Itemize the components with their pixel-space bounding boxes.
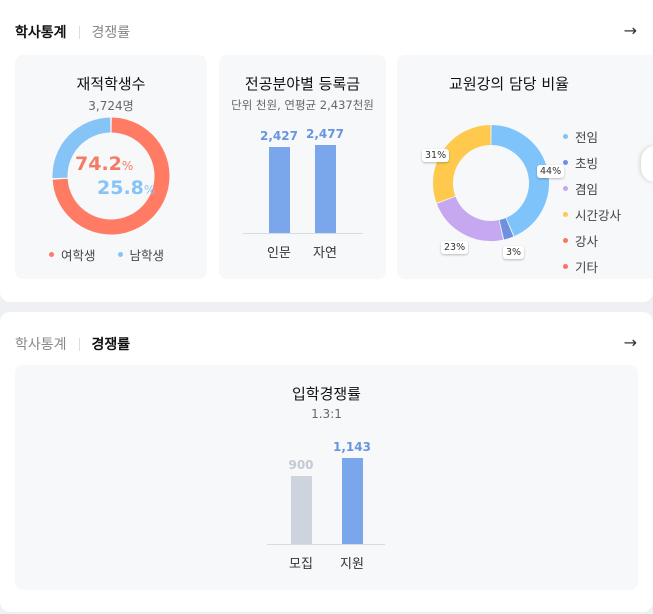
bar-category-label: 모집 [289,557,313,572]
panel-tabs: 학사통계 경쟁률 [15,334,130,354]
adjunct-segment [436,196,504,241]
tab-divider [78,337,80,351]
tuition-subtitle: 단위 천원, 연평균 2,437천원 [231,98,374,112]
competition-title: 입학경쟁률 [291,385,361,403]
bar-value-label: 900 [288,458,314,473]
bar-category-label: 인문 [267,246,291,261]
female-segment [52,117,170,235]
female-percent: 74.2% [75,153,134,175]
tab-academic-stats[interactable]: 학사통계 [15,25,67,41]
legend-invited: 초빙 [563,153,621,172]
tuition-card: 전공분야별 등록금 단위 천원, 연평균 2,437천원 2,427 인문 2,47… [219,55,386,279]
invited-segment [499,217,514,240]
students-card: 재적학생수 3,724명 74.2% 25.8% 여학생 남학생 [15,55,207,279]
male-percent: 25.8% [97,177,156,199]
legend-dot [563,160,568,165]
legend-dot [563,134,568,139]
bar-1 [314,145,336,233]
legend-dot [563,186,568,191]
legend-dot [563,238,568,243]
arrow-right-icon[interactable]: → [623,333,637,352]
students-title: 재적학생수 [76,75,146,93]
carousel-next-handle[interactable] [641,146,653,182]
bar-1 [341,457,363,544]
legend-adjunct: 겸임 [563,179,621,198]
competition-panel: 학사통계 경쟁률 → 입학경쟁률 1.3:1 900 모집 1,143 지원 [0,312,653,612]
competition-subtitle: 1.3:1 [311,407,342,421]
competition-bar-chart: 900 모집 1,143 지원 [15,365,638,590]
male-segment [52,117,111,179]
faculty-legend: 전임 초빙 겸임 시간강사 강사 기타 [563,127,621,276]
students-subtitle: 3,724명 [88,99,134,113]
legend-other: 기타 [563,257,621,276]
competition-card: 입학경쟁률 1.3:1 900 모집 1,143 지원 [15,365,638,590]
bar-axis-line [267,544,385,545]
panel-tabs: 학사통계 경쟁률 [15,22,130,42]
legend-lecturer: 강사 [563,231,621,250]
tuition-title: 전공분야별 등록금 [244,75,361,93]
legend-dot [49,252,54,257]
tab-competition-rate[interactable]: 경쟁률 [91,337,131,353]
arrow-right-icon[interactable]: → [623,21,637,40]
bar-0 [268,146,290,233]
pct-tag-44: 44% [537,165,565,178]
fulltime-segment [490,125,549,237]
faculty-card: 교원강의 담당 비율 44% 3% 23% 31% 전임 초빙 겸임 시간강사 … [397,55,653,279]
students-donut-chart [52,117,170,235]
academic-stats-panel: 학사통계 경쟁률 → 재적학생수 3,724명 74.2% 25.8% 여학생 … [0,0,653,302]
pct-tag-3: 3% [503,246,525,259]
bar-category-label: 자연 [313,246,337,261]
tab-competition-rate[interactable]: 경쟁률 [91,25,131,41]
bar-value-label: 1,143 [333,439,371,454]
tab-divider [78,25,80,39]
bar-0 [290,476,312,544]
faculty-donut-chart [433,125,549,241]
legend-parttime: 시간강사 [563,205,621,224]
tuition-bar-chart: 2,427 인문 2,477 자연 [219,55,386,279]
bar-value-label: 2,477 [306,127,344,142]
students-legend: 여학생 남학생 [49,245,164,264]
pct-tag-23: 23% [441,241,469,254]
legend-dot [563,264,568,269]
bar-category-label: 지원 [340,557,364,572]
legend-female: 여학생 [49,245,96,264]
faculty-title: 교원강의 담당 비율 [449,75,569,93]
legend-fulltime: 전임 [563,127,621,146]
bar-axis-line [243,233,363,234]
legend-dot [563,212,568,217]
legend-male: 남학생 [117,245,164,264]
pct-tag-31: 31% [422,149,450,162]
legend-dot [117,252,123,257]
parttime-segment [433,125,492,203]
tab-academic-stats[interactable]: 학사통계 [15,337,67,353]
bar-value-label: 2,427 [260,128,298,143]
